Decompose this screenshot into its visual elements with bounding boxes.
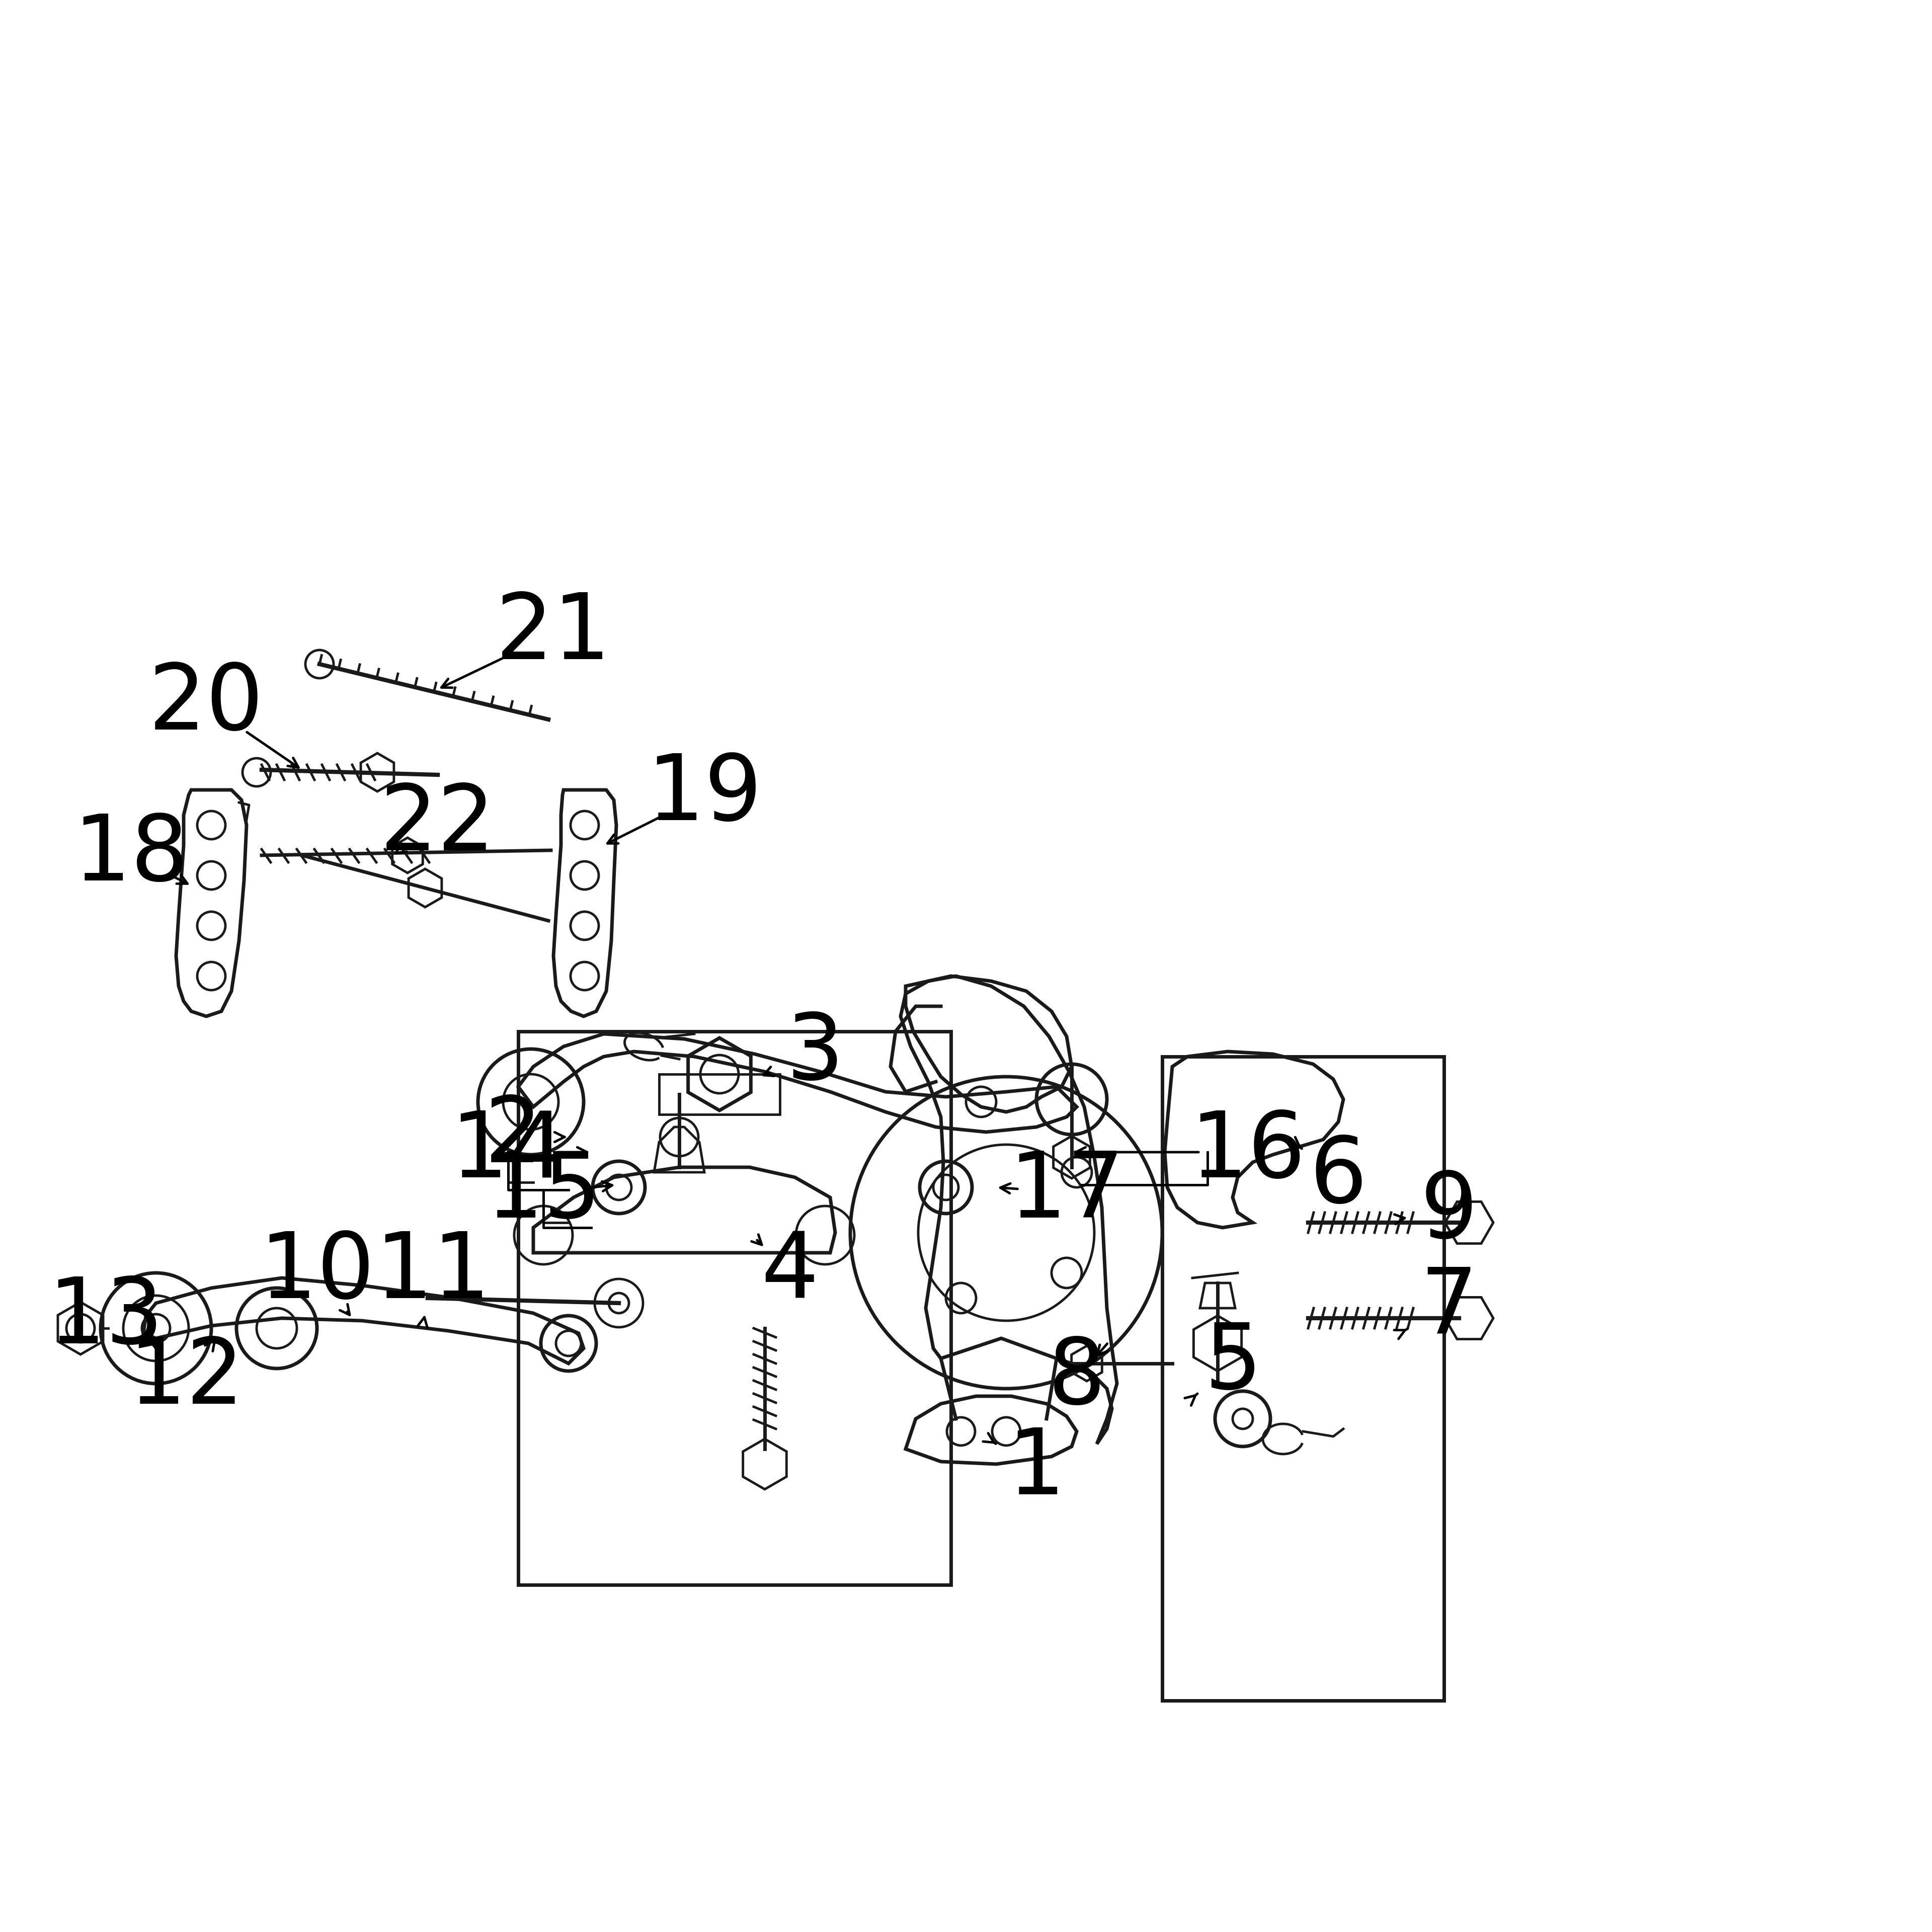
Text: 9: 9: [1420, 1169, 1478, 1258]
Text: 1: 1: [1009, 1426, 1065, 1513]
Text: 16: 16: [1190, 1107, 1306, 1196]
Text: 21: 21: [497, 589, 611, 678]
Text: 22: 22: [381, 781, 495, 869]
Text: 19: 19: [647, 752, 761, 838]
Bar: [1163, 1057, 1443, 1700]
Text: 2: 2: [485, 1094, 543, 1180]
Text: 14: 14: [450, 1107, 566, 1196]
Text: 20: 20: [149, 661, 265, 748]
Text: 7: 7: [1420, 1264, 1478, 1352]
Bar: [518, 1032, 951, 1584]
Text: 5: 5: [1204, 1320, 1262, 1408]
Text: 6: 6: [1310, 1132, 1368, 1221]
Text: 3: 3: [786, 1010, 844, 1097]
Text: 10: 10: [259, 1229, 375, 1318]
Text: 15: 15: [485, 1148, 601, 1236]
Text: 8: 8: [1047, 1335, 1105, 1422]
Text: 18: 18: [73, 811, 189, 900]
Text: 17: 17: [1009, 1148, 1124, 1236]
Bar: [659, 1074, 781, 1115]
Text: 4: 4: [761, 1229, 819, 1318]
Text: 13: 13: [48, 1273, 164, 1362]
Text: 12: 12: [128, 1335, 243, 1422]
Text: 11: 11: [375, 1229, 491, 1318]
